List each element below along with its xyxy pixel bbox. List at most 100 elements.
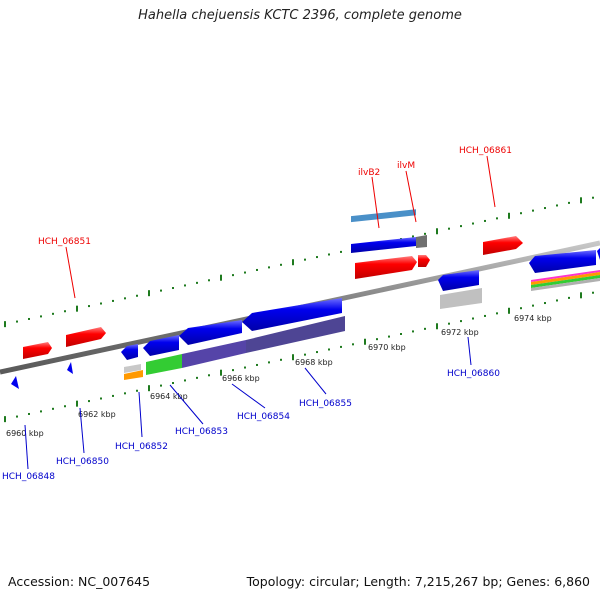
- gene-arrow-ilvb2[interactable]: [355, 256, 417, 279]
- tick-label-6968: 6968 kbp: [295, 358, 333, 367]
- gene-arrow-ilvb2-rev[interactable]: [351, 237, 416, 253]
- minor-tick: [424, 327, 426, 330]
- gene-arrow-hch06861[interactable]: [483, 236, 523, 255]
- feature-steelblue[interactable]: [351, 209, 416, 223]
- feature-multicolor[interactable]: [531, 272, 600, 285]
- minor-tick: [460, 225, 462, 228]
- minor-tick: [136, 389, 138, 392]
- feature-orange[interactable]: [124, 370, 143, 380]
- feature-track: [124, 209, 600, 380]
- gene-label-hch06852[interactable]: HCH_06852: [115, 442, 168, 452]
- gene-arrow-hch06860[interactable]: [438, 270, 479, 291]
- major-tick: [4, 321, 6, 328]
- leader-line: [65, 246, 76, 299]
- minor-tick: [232, 274, 234, 277]
- gene-label-hch06850[interactable]: HCH_06850: [56, 457, 109, 467]
- minor-tick: [496, 217, 498, 220]
- feature-purple[interactable]: [246, 316, 345, 353]
- minor-tick: [136, 294, 138, 297]
- leader-line: [467, 336, 472, 366]
- feature-green[interactable]: [146, 354, 182, 375]
- gene-arrow[interactable]: [121, 344, 138, 360]
- gene-label-hch06851[interactable]: HCH_06851: [38, 237, 91, 247]
- minor-tick: [532, 209, 534, 212]
- minor-tick: [28, 412, 30, 415]
- gene-arrow-hch06854[interactable]: [179, 320, 242, 345]
- major-tick: [436, 228, 438, 235]
- leader-line: [169, 384, 204, 425]
- gene-arrow[interactable]: [23, 342, 52, 359]
- minor-tick: [184, 379, 186, 382]
- minor-tick: [520, 307, 522, 310]
- gene-arrow-ilvm[interactable]: [418, 255, 430, 267]
- gene-label-hch06848[interactable]: HCH_06848: [2, 472, 55, 482]
- feature-multicolor[interactable]: [531, 278, 600, 291]
- feature-grey[interactable]: [416, 235, 427, 248]
- minor-tick: [544, 302, 546, 305]
- minor-tick: [388, 335, 390, 338]
- gene-arrow-hch06853[interactable]: [143, 335, 179, 356]
- leader-line: [79, 407, 85, 454]
- gene-label-hch06860[interactable]: HCH_06860: [447, 369, 500, 379]
- major-tick: [436, 323, 438, 330]
- feature-multicolor[interactable]: [531, 275, 600, 288]
- feature-lightgrey[interactable]: [440, 288, 482, 309]
- minor-tick: [412, 235, 414, 238]
- minor-tick: [112, 299, 114, 302]
- minor-tick: [460, 320, 462, 323]
- major-tick: [364, 338, 366, 345]
- minor-tick: [472, 317, 474, 320]
- minor-tick: [40, 410, 42, 413]
- minor-tick: [172, 382, 174, 385]
- gene-arrow-small[interactable]: [67, 362, 73, 374]
- minor-tick: [64, 310, 66, 313]
- feature-multicolor[interactable]: [531, 270, 600, 282]
- feature-purple[interactable]: [182, 340, 246, 368]
- gene-arrow-edge[interactable]: [597, 248, 600, 260]
- leader-line: [486, 155, 496, 208]
- accession-text: Accession: NC_007645: [8, 574, 151, 589]
- minor-tick: [340, 345, 342, 348]
- leader-line: [304, 367, 327, 395]
- gene-label-hch06861[interactable]: HCH_06861: [459, 146, 512, 156]
- major-tick: [292, 259, 294, 266]
- minor-tick: [484, 219, 486, 222]
- feature-lightgrey[interactable]: [124, 364, 141, 373]
- gene-label-hch06853[interactable]: HCH_06853: [175, 427, 228, 437]
- minor-tick: [424, 232, 426, 235]
- minor-tick: [376, 338, 378, 341]
- gene-arrow-hch06855[interactable]: [242, 298, 342, 331]
- reverse-label-group: HCH_06848 HCH_06850 HCH_06852 HCH_06853 …: [2, 336, 500, 482]
- major-tick: [580, 197, 582, 204]
- tick-label-6970: 6970 kbp: [368, 343, 406, 352]
- gene-arrow-hch06851[interactable]: [66, 327, 106, 347]
- gene-label-hch06854[interactable]: HCH_06854: [237, 412, 290, 422]
- lower-tick-track: [4, 291, 594, 423]
- minor-tick: [568, 296, 570, 299]
- major-tick: [4, 416, 6, 423]
- minor-tick: [304, 353, 306, 356]
- minor-tick: [232, 369, 234, 372]
- gene-label-hch06855[interactable]: HCH_06855: [299, 399, 352, 409]
- minor-tick: [16, 320, 18, 323]
- minor-tick: [52, 407, 54, 410]
- minor-tick: [268, 361, 270, 364]
- gene-arrow-small[interactable]: [11, 376, 19, 389]
- minor-tick: [88, 305, 90, 308]
- minor-tick: [340, 250, 342, 253]
- major-tick: [508, 212, 510, 219]
- leader-line: [231, 383, 266, 409]
- minor-tick: [184, 284, 186, 287]
- gene-arrow-right[interactable]: [529, 250, 596, 273]
- major-tick: [220, 274, 222, 281]
- minor-tick: [280, 358, 282, 361]
- minor-tick: [448, 322, 450, 325]
- minor-tick: [100, 302, 102, 305]
- minor-tick: [472, 222, 474, 225]
- reverse-gene-track: [11, 237, 600, 389]
- gene-label-ilvb2[interactable]: ilvB2: [358, 168, 380, 178]
- major-tick: [580, 292, 582, 299]
- gene-label-ilvm[interactable]: ilvM: [397, 161, 415, 171]
- major-tick: [220, 369, 222, 376]
